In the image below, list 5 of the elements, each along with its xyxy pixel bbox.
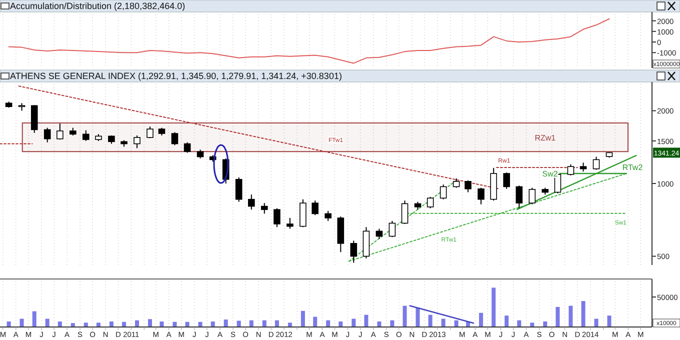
series-label: RTw2 (622, 163, 644, 172)
series-label: Sw2 (542, 169, 558, 178)
chart-title: Accumulation/Distribution (2,180,382,464.0) (10, 1, 186, 11)
band-label: RZw1 (534, 133, 556, 142)
chart-title: ATHENS SE GENERAL INDEX (1,292.91, 1,345.90, 1,279.91, 1,341.24, +30.8301) (10, 71, 342, 81)
